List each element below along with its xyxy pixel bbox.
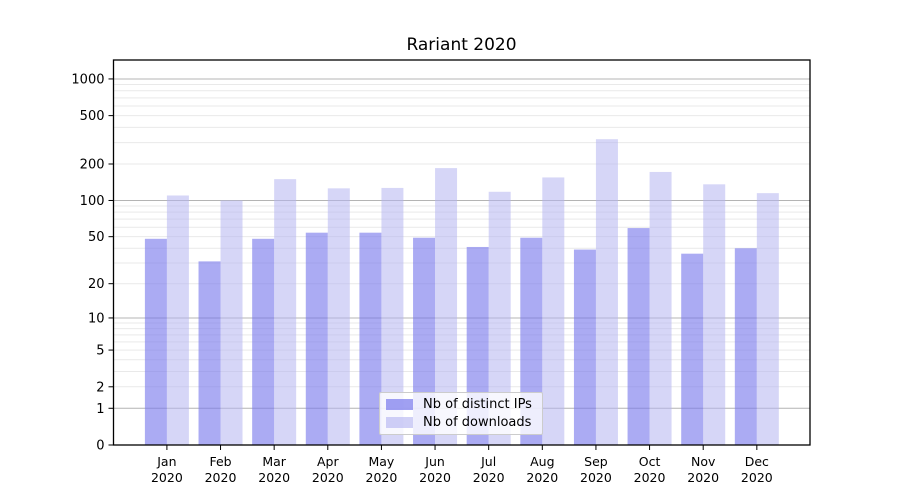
bar-distinct-ips-apr xyxy=(305,232,328,445)
bar-downloads-aug xyxy=(542,177,565,446)
legend-label-downloads: Nb of downloads xyxy=(423,415,532,430)
bar-downloads-oct xyxy=(649,171,672,445)
bar-distinct-ips-oct xyxy=(627,228,650,445)
bar-distinct-ips-feb xyxy=(198,261,221,445)
bar-distinct-ips-may xyxy=(359,232,382,445)
bar-downloads-may xyxy=(381,187,404,445)
x-tick-label-year: 2020 xyxy=(473,470,505,485)
bar-downloads-dec xyxy=(756,193,779,445)
chart-title: Rariant 2020 xyxy=(406,35,517,55)
x-tick-label-year: 2020 xyxy=(580,470,612,485)
x-tick-label-month: Nov xyxy=(691,454,716,469)
x-tick-label-month: Dec xyxy=(745,454,769,469)
x-tick-label-month: Jul xyxy=(480,454,496,469)
x-tick-label-month: Feb xyxy=(209,454,231,469)
legend-item-downloads: Nb of downloads xyxy=(386,414,536,431)
bar-distinct-ips-sep xyxy=(573,249,596,445)
bar-downloads-jan xyxy=(166,195,189,445)
legend: Nb of distinct IPs Nb of downloads xyxy=(379,392,543,435)
y-tick-label: 5 xyxy=(96,344,104,359)
legend-swatch-downloads-icon xyxy=(386,417,413,428)
x-tick-label-year: 2020 xyxy=(312,470,344,485)
bar-downloads-jul xyxy=(488,191,511,445)
bar-downloads-feb xyxy=(220,200,243,445)
bar-distinct-ips-dec xyxy=(734,248,757,445)
x-tick-label-month: Sep xyxy=(584,454,608,469)
x-tick-label-month: Oct xyxy=(639,454,661,469)
y-tick-label: 20 xyxy=(88,277,105,292)
bar-downloads-apr xyxy=(327,188,350,446)
y-tick-label: 500 xyxy=(80,109,105,124)
plot-border xyxy=(112,59,811,446)
y-tick-label: 100 xyxy=(80,194,105,209)
x-tick-label-year: 2020 xyxy=(366,470,398,485)
x-tick-label-year: 2020 xyxy=(205,470,237,485)
bar-downloads-nov xyxy=(703,184,726,446)
legend-swatch-distinct-ips-icon xyxy=(386,399,413,410)
x-tick-label-month: Jun xyxy=(424,454,445,469)
x-tick-label-year: 2020 xyxy=(151,470,183,485)
x-tick-label-year: 2020 xyxy=(741,470,773,485)
x-tick-label-month: Jan xyxy=(156,454,176,469)
y-tick-label: 1 xyxy=(96,402,104,417)
x-tick-label-year: 2020 xyxy=(258,470,290,485)
y-tick-label: 10 xyxy=(88,311,105,326)
y-tick-label: 1000 xyxy=(71,72,104,87)
y-tick-label: 2 xyxy=(96,380,104,395)
bar-distinct-ips-mar xyxy=(252,238,275,445)
x-tick-label-month: May xyxy=(368,454,394,469)
x-tick-label-year: 2020 xyxy=(419,470,451,485)
x-tick-label-year: 2020 xyxy=(526,470,558,485)
x-tick-label-year: 2020 xyxy=(687,470,719,485)
x-tick-label-month: Mar xyxy=(262,454,286,469)
y-tick-label: 50 xyxy=(88,230,105,245)
x-tick-label-month: Apr xyxy=(317,454,339,469)
bar-downloads-jun xyxy=(435,168,458,445)
legend-label-distinct-ips: Nb of distinct IPs xyxy=(423,397,532,412)
y-tick-label: 200 xyxy=(80,158,105,173)
bar-distinct-ips-jan xyxy=(144,238,167,445)
x-tick-label-month: Aug xyxy=(530,454,554,469)
bar-downloads-mar xyxy=(274,179,297,446)
legend-item-distinct-ips: Nb of distinct IPs xyxy=(386,396,536,413)
bar-distinct-ips-nov xyxy=(681,253,704,445)
bar-downloads-sep xyxy=(595,139,618,445)
x-tick-label-year: 2020 xyxy=(634,470,666,485)
y-tick-label: 0 xyxy=(96,439,104,454)
